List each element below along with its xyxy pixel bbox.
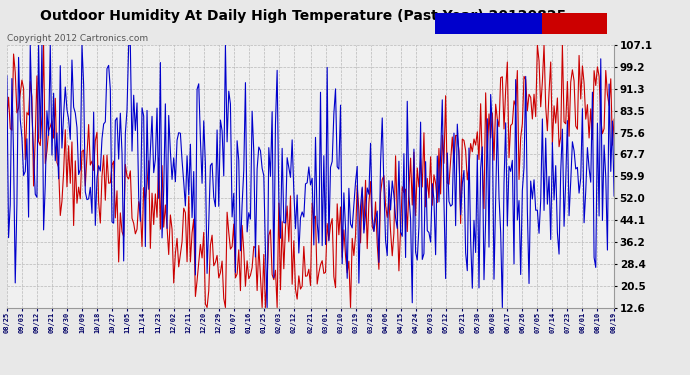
Text: Temp (°F): Temp (°F) (545, 19, 590, 28)
Text: Copyright 2012 Cartronics.com: Copyright 2012 Cartronics.com (7, 34, 148, 43)
Text: Humidity (%): Humidity (%) (438, 19, 498, 28)
Text: Outdoor Humidity At Daily High Temperature (Past Year) 20120825: Outdoor Humidity At Daily High Temperatu… (41, 9, 566, 23)
